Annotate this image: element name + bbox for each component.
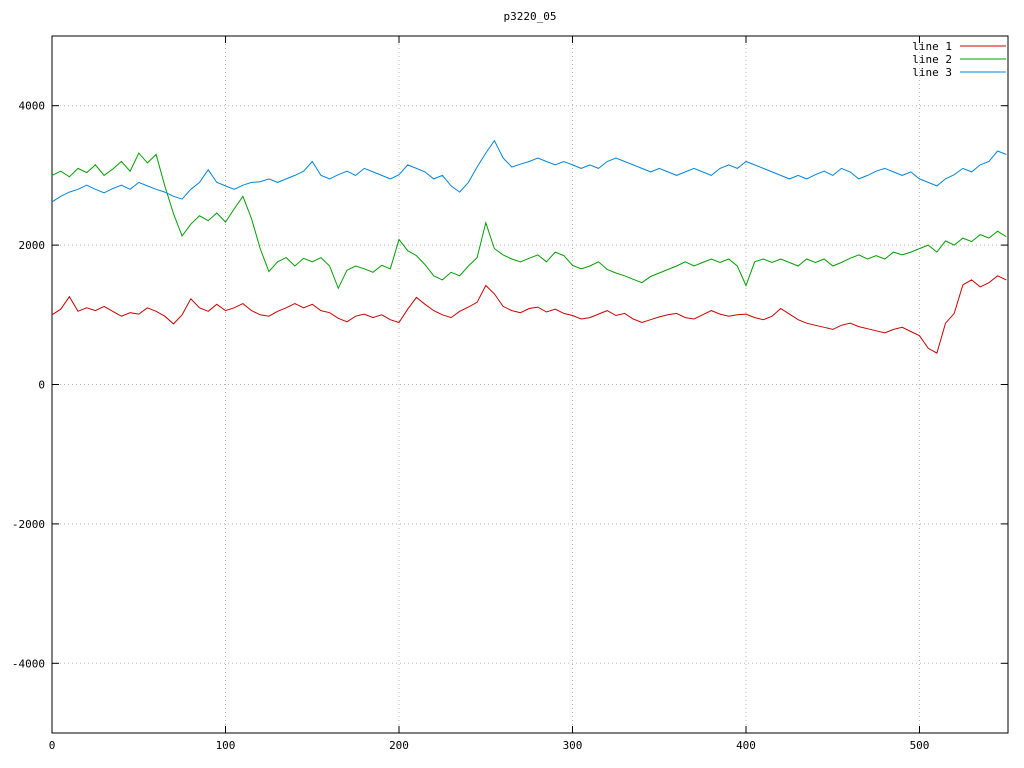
legend-label: line 2	[912, 53, 952, 66]
y-tick-label: 4000	[19, 100, 46, 113]
x-tick-label: 400	[736, 739, 756, 752]
series-line-line-2	[51, 152, 1007, 290]
x-tick-label: 0	[49, 739, 56, 752]
x-tick-label: 500	[910, 739, 930, 752]
chart-title: p3220_05	[503, 10, 557, 23]
y-tick-label: -4000	[12, 657, 45, 670]
y-tick-label: 2000	[19, 239, 46, 252]
y-tick-label: -2000	[12, 518, 45, 531]
x-tick-label: 200	[389, 739, 409, 752]
series-line-line-1	[51, 275, 1007, 354]
legend-label: line 1	[912, 40, 952, 53]
y-tick-label: 0	[38, 379, 45, 392]
legend-label: line 3	[912, 66, 952, 79]
x-tick-label: 100	[216, 739, 236, 752]
x-tick-label: 300	[563, 739, 583, 752]
series-line-line-3	[51, 139, 1007, 203]
